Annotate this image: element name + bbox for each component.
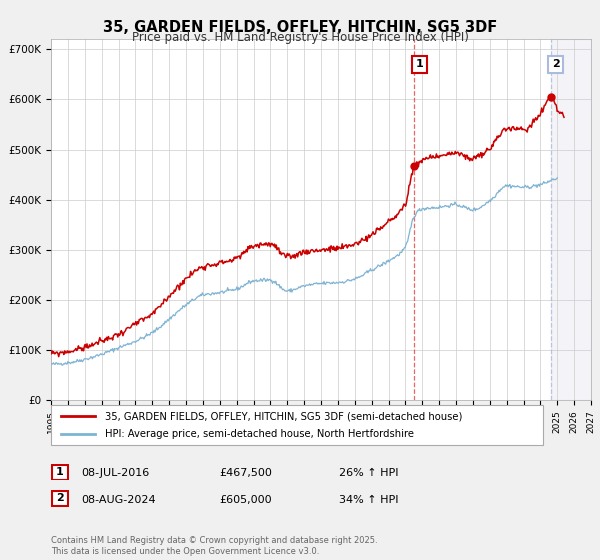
Text: £467,500: £467,500	[219, 468, 272, 478]
Text: 2: 2	[551, 59, 559, 69]
Text: 08-AUG-2024: 08-AUG-2024	[81, 494, 155, 505]
Text: 34% ↑ HPI: 34% ↑ HPI	[339, 494, 398, 505]
Text: HPI: Average price, semi-detached house, North Hertfordshire: HPI: Average price, semi-detached house,…	[105, 429, 414, 439]
Text: 1: 1	[416, 59, 423, 69]
Text: Price paid vs. HM Land Registry's House Price Index (HPI): Price paid vs. HM Land Registry's House …	[131, 31, 469, 44]
Text: Contains HM Land Registry data © Crown copyright and database right 2025.
This d: Contains HM Land Registry data © Crown c…	[51, 536, 377, 556]
Bar	[551, 39, 591, 400]
Text: £605,000: £605,000	[219, 494, 272, 505]
Text: 1: 1	[56, 467, 64, 477]
Text: 26% ↑ HPI: 26% ↑ HPI	[339, 468, 398, 478]
Text: 35, GARDEN FIELDS, OFFLEY, HITCHIN, SG5 3DF (semi-detached house): 35, GARDEN FIELDS, OFFLEY, HITCHIN, SG5 …	[105, 411, 463, 421]
Text: 2: 2	[56, 493, 64, 503]
Text: 35, GARDEN FIELDS, OFFLEY, HITCHIN, SG5 3DF: 35, GARDEN FIELDS, OFFLEY, HITCHIN, SG5 …	[103, 20, 497, 35]
Text: 08-JUL-2016: 08-JUL-2016	[81, 468, 149, 478]
